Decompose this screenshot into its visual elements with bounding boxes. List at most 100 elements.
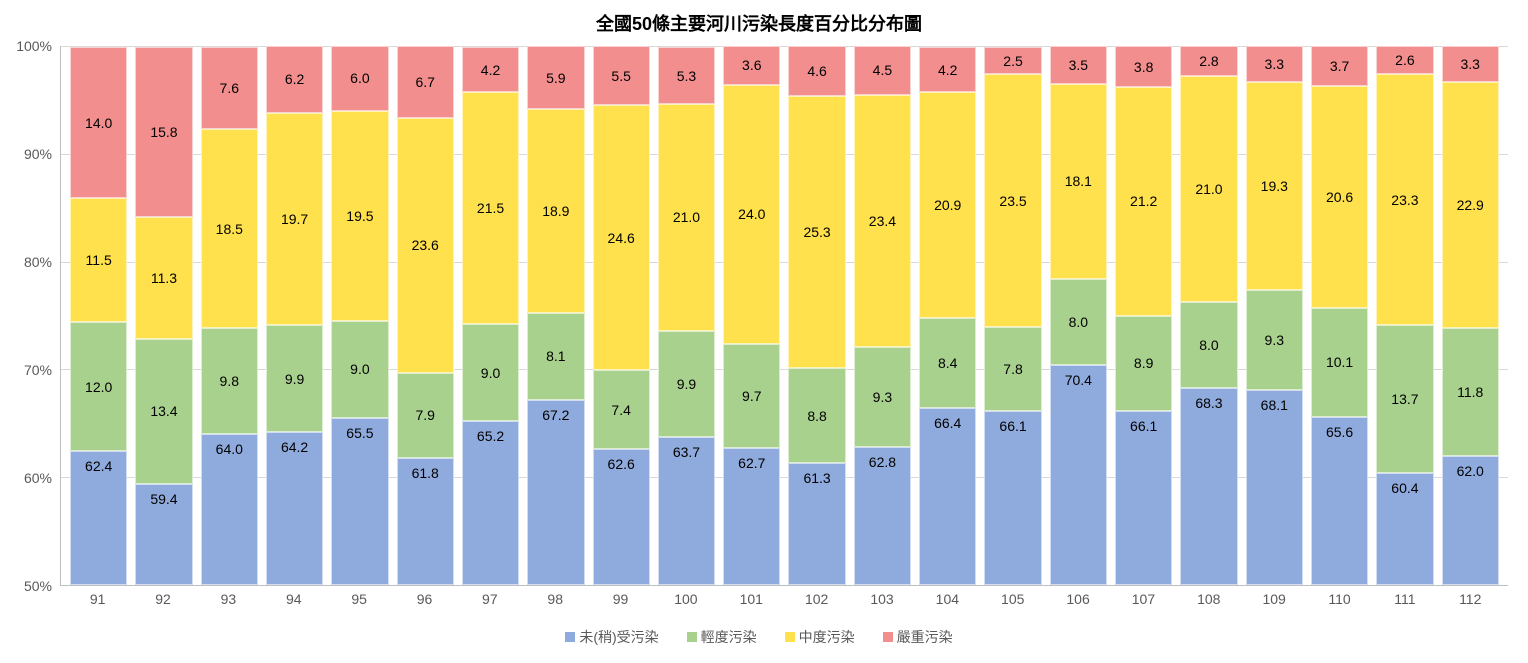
x-axis-labels: 9192939495969798991001011021031041051061… bbox=[60, 586, 1508, 607]
bar-segment: 18.5 bbox=[201, 129, 258, 328]
bar-segment: 7.6 bbox=[201, 47, 258, 129]
y-tick-label: 100% bbox=[16, 38, 52, 54]
bar-value-label: 8.0 bbox=[1181, 337, 1236, 353]
bar-value-label: 24.6 bbox=[594, 230, 649, 246]
bar-value-label: 20.9 bbox=[920, 197, 975, 213]
bar-value-label: 8.9 bbox=[1116, 355, 1171, 371]
bar-segment: 18.1 bbox=[1050, 84, 1107, 279]
x-tick-label: 92 bbox=[134, 591, 191, 607]
legend-item: 嚴重污染 bbox=[883, 627, 953, 647]
bar-value-label: 68.1 bbox=[1247, 397, 1302, 413]
bar-value-label: 12.0 bbox=[71, 379, 126, 395]
bar-segment: 14.0 bbox=[70, 47, 127, 198]
bar-segment: 3.5 bbox=[1050, 46, 1107, 84]
bar-segment: 8.0 bbox=[1180, 302, 1237, 388]
bar-value-label: 18.9 bbox=[528, 203, 583, 219]
bar-column: 2.821.08.068.3 bbox=[1180, 46, 1237, 585]
bar-segment: 4.5 bbox=[854, 46, 911, 95]
bar-segment: 18.9 bbox=[527, 109, 584, 312]
bar-segment: 4.6 bbox=[788, 46, 845, 96]
bar-value-label: 19.5 bbox=[332, 208, 387, 224]
x-tick-label: 102 bbox=[788, 591, 845, 607]
bar-segment: 6.7 bbox=[397, 46, 454, 118]
y-tick-label: 50% bbox=[24, 578, 52, 594]
bar-segment: 67.2 bbox=[527, 400, 584, 585]
bar-segment: 9.9 bbox=[266, 325, 323, 432]
bar-segment: 10.1 bbox=[1311, 308, 1368, 417]
bar-value-label: 65.6 bbox=[1312, 424, 1367, 440]
bar-value-label: 11.8 bbox=[1443, 384, 1498, 400]
bar-column: 3.319.39.368.1 bbox=[1246, 46, 1303, 585]
y-tick-label: 90% bbox=[24, 146, 52, 162]
bar-segment: 62.7 bbox=[723, 448, 780, 585]
bar-value-label: 9.0 bbox=[332, 361, 387, 377]
bar-segment: 23.6 bbox=[397, 118, 454, 372]
bar-value-label: 60.4 bbox=[1377, 480, 1432, 496]
bar-value-label: 11.3 bbox=[136, 270, 191, 286]
bar-value-label: 7.9 bbox=[398, 407, 453, 423]
bar-value-label: 9.9 bbox=[267, 371, 322, 387]
legend-swatch bbox=[565, 632, 575, 642]
x-tick-label: 104 bbox=[919, 591, 976, 607]
bar-value-label: 4.6 bbox=[789, 63, 844, 79]
bar-value-label: 2.6 bbox=[1377, 52, 1432, 68]
bar-value-label: 65.2 bbox=[463, 428, 518, 444]
bar-value-label: 15.8 bbox=[136, 124, 191, 140]
x-tick-label: 101 bbox=[723, 591, 780, 607]
legend-label: 輕度污染 bbox=[701, 627, 757, 647]
bar-segment: 9.8 bbox=[201, 328, 258, 434]
bar-value-label: 9.9 bbox=[659, 376, 714, 392]
legend-swatch bbox=[883, 632, 893, 642]
bar-segment: 8.9 bbox=[1115, 316, 1172, 412]
bar-segment: 62.0 bbox=[1442, 456, 1499, 585]
bar-segment: 66.4 bbox=[919, 408, 976, 585]
bar-segment: 3.7 bbox=[1311, 46, 1368, 86]
x-tick-label: 106 bbox=[1049, 591, 1106, 607]
bar-segment: 60.4 bbox=[1376, 473, 1433, 585]
bar-value-label: 8.8 bbox=[789, 408, 844, 424]
bar-value-label: 5.9 bbox=[528, 70, 583, 86]
bar-value-label: 6.7 bbox=[398, 74, 453, 90]
bar-value-label: 9.3 bbox=[855, 389, 910, 405]
chart-title: 全國50條主要河川污染長度百分比分布圖 bbox=[10, 10, 1508, 36]
bar-value-label: 4.2 bbox=[920, 62, 975, 78]
bar-segment: 13.7 bbox=[1376, 325, 1433, 473]
bar-column: 5.321.09.963.7 bbox=[658, 46, 715, 585]
bar-segment: 9.9 bbox=[658, 331, 715, 438]
legend-label: 中度污染 bbox=[799, 627, 855, 647]
bar-segment: 65.6 bbox=[1311, 417, 1368, 585]
legend-label: 嚴重污染 bbox=[897, 627, 953, 647]
bar-segment: 3.6 bbox=[723, 46, 780, 85]
bar-column: 2.523.57.866.1 bbox=[984, 46, 1041, 585]
bar-segment: 11.3 bbox=[135, 217, 192, 339]
bar-value-label: 8.1 bbox=[528, 348, 583, 364]
legend-swatch bbox=[785, 632, 795, 642]
bar-value-label: 66.1 bbox=[1116, 418, 1171, 434]
bar-value-label: 20.6 bbox=[1312, 189, 1367, 205]
bar-column: 3.821.28.966.1 bbox=[1115, 46, 1172, 585]
bar-value-label: 14.0 bbox=[71, 115, 126, 131]
bar-segment: 62.4 bbox=[70, 451, 127, 585]
x-tick-label: 109 bbox=[1245, 591, 1302, 607]
bar-segment: 21.5 bbox=[462, 92, 519, 324]
bar-value-label: 13.4 bbox=[136, 403, 191, 419]
bar-segment: 9.3 bbox=[854, 347, 911, 447]
legend-label: 未(稍)受污染 bbox=[579, 627, 658, 647]
x-tick-label: 97 bbox=[461, 591, 518, 607]
legend-item: 中度污染 bbox=[785, 627, 855, 647]
bar-segment: 6.0 bbox=[331, 46, 388, 111]
bar-value-label: 21.5 bbox=[463, 200, 518, 216]
bar-segment: 2.6 bbox=[1376, 46, 1433, 74]
bar-value-label: 7.6 bbox=[202, 80, 257, 96]
bar-value-label: 7.4 bbox=[594, 402, 649, 418]
bar-column: 4.523.49.362.8 bbox=[854, 46, 911, 585]
bar-value-label: 70.4 bbox=[1051, 372, 1106, 388]
bar-value-label: 7.8 bbox=[985, 361, 1040, 377]
bar-value-label: 23.4 bbox=[855, 213, 910, 229]
bar-segment: 5.5 bbox=[593, 46, 650, 105]
y-tick-label: 60% bbox=[24, 470, 52, 486]
bar-value-label: 9.3 bbox=[1247, 332, 1302, 348]
bar-column: 5.524.67.462.6 bbox=[593, 46, 650, 585]
bar-segment: 3.8 bbox=[1115, 46, 1172, 87]
bar-segment: 23.4 bbox=[854, 95, 911, 347]
